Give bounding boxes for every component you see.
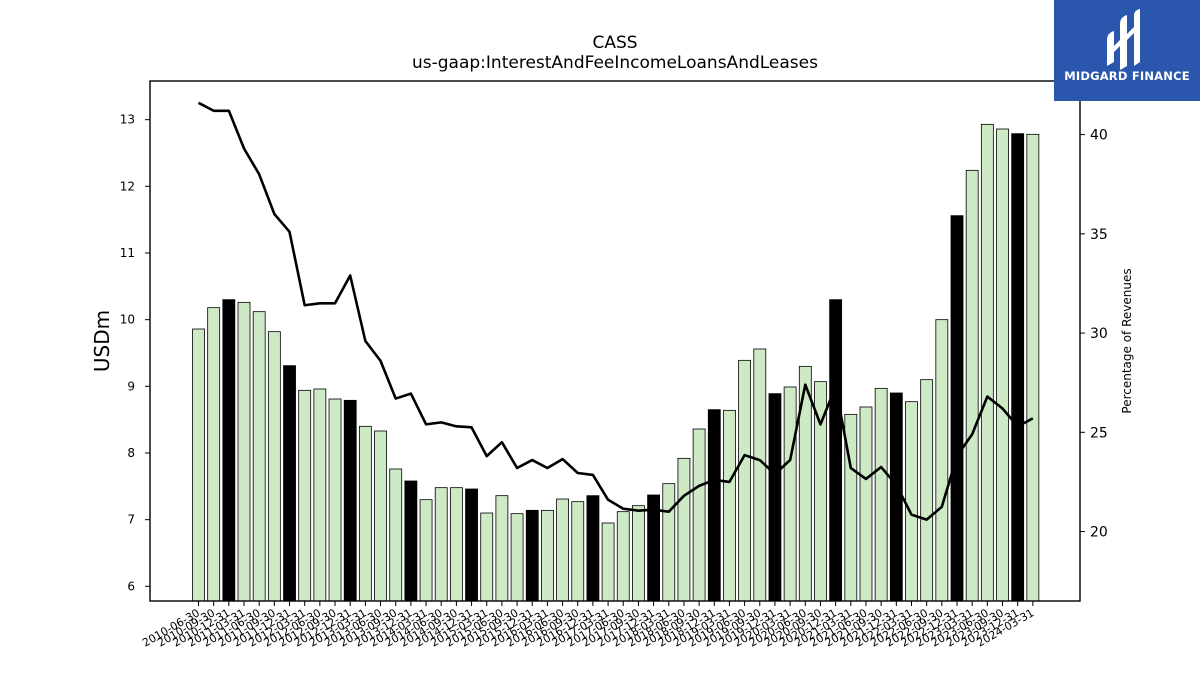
bar xyxy=(616,511,630,602)
right-y-axis: 20 25 30 35 40 xyxy=(1080,128,1108,541)
chart-subtitle: us-gaap:InterestAndFeeIncomeLoansAndLeas… xyxy=(412,53,818,73)
bar xyxy=(677,457,691,602)
bar xyxy=(358,425,372,602)
midgard-finance-logo: MIDGARD FINANCE xyxy=(1054,0,1200,101)
bar xyxy=(1026,133,1040,602)
bar xyxy=(556,498,569,602)
y2-tick-label: 20 xyxy=(1090,525,1108,541)
plot-frame xyxy=(149,80,1081,602)
bar xyxy=(207,307,221,602)
bar xyxy=(996,128,1009,602)
bar xyxy=(237,301,251,602)
bar xyxy=(920,379,934,602)
y-tick-label: 12 xyxy=(120,179,135,193)
y2-axis-label: Percentage of Revenues xyxy=(1120,268,1134,413)
bar xyxy=(192,328,205,602)
bar xyxy=(950,215,964,602)
left-y-axis: 6 7 8 9 10 11 12 13 xyxy=(120,113,150,593)
logo-mark-icon xyxy=(1107,9,1140,70)
bar xyxy=(601,522,615,602)
bar xyxy=(935,319,949,602)
bar xyxy=(465,488,478,602)
bar xyxy=(829,299,843,602)
bar xyxy=(1011,133,1025,602)
y2-tick-label: 25 xyxy=(1090,425,1108,441)
y2-tick-label: 35 xyxy=(1090,227,1108,243)
chart-title: CASS xyxy=(592,33,638,53)
y-tick-label: 7 xyxy=(127,513,135,527)
y-tick-label: 10 xyxy=(120,313,135,327)
bar xyxy=(222,299,236,602)
line-layer xyxy=(197,101,1034,521)
bar xyxy=(586,495,600,602)
bar xyxy=(404,480,418,602)
bar xyxy=(753,348,767,602)
bar xyxy=(374,430,387,602)
bar xyxy=(313,388,327,602)
y-tick-label: 9 xyxy=(127,379,135,393)
bar xyxy=(343,399,357,602)
bar xyxy=(252,311,266,602)
logo-text: MIDGARD FINANCE xyxy=(1064,69,1190,83)
bar xyxy=(419,499,433,602)
bar xyxy=(571,501,585,602)
bar xyxy=(707,409,721,602)
bar xyxy=(449,487,463,602)
bars-layer xyxy=(192,123,1040,602)
bar xyxy=(283,365,296,602)
bar xyxy=(738,359,752,602)
bar xyxy=(525,509,539,602)
bar xyxy=(328,398,342,602)
y-tick-label: 13 xyxy=(120,113,135,127)
bar xyxy=(298,389,312,602)
bar xyxy=(510,513,524,602)
bar xyxy=(905,401,918,602)
y-tick-label: 8 xyxy=(127,446,135,460)
bar xyxy=(783,386,797,602)
bar xyxy=(541,509,554,602)
bar xyxy=(389,468,403,602)
bar xyxy=(965,169,979,602)
bar xyxy=(632,505,645,602)
percentage-line xyxy=(197,101,1034,521)
bar xyxy=(267,331,281,602)
bar xyxy=(434,487,448,602)
y2-tick-label: 30 xyxy=(1090,326,1108,342)
bar xyxy=(692,428,706,602)
y2-tick-label: 40 xyxy=(1090,128,1108,144)
bar xyxy=(662,483,676,602)
bar xyxy=(980,123,994,602)
bar xyxy=(480,512,494,602)
bar xyxy=(889,392,903,602)
x-axis: 2010-06-302010-09-302010-12-312011-03-31… xyxy=(140,601,1036,650)
bar xyxy=(723,409,736,602)
bar xyxy=(859,406,873,602)
y-tick-label: 6 xyxy=(127,579,135,593)
bar xyxy=(768,393,782,602)
bar xyxy=(874,387,888,602)
y-axis-label: USDm xyxy=(90,310,114,372)
y-tick-label: 11 xyxy=(120,246,135,260)
bar xyxy=(495,495,509,602)
